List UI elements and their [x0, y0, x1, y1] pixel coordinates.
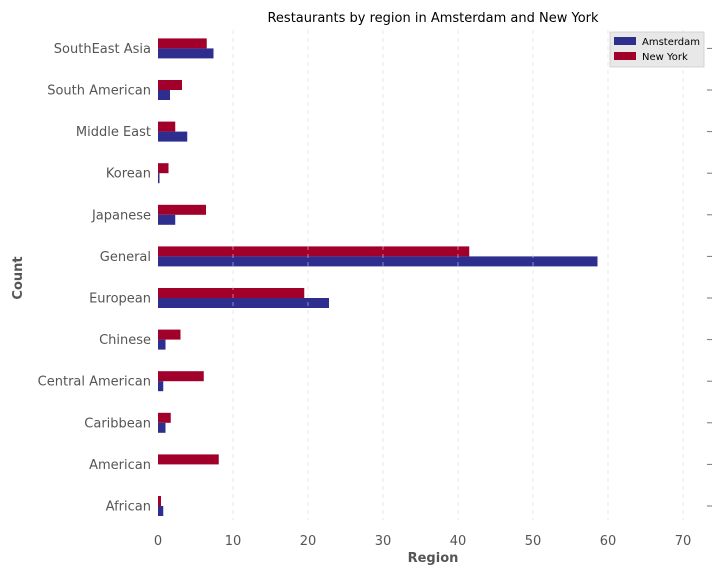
y-tick-label: Middle East [76, 125, 151, 140]
y-tick-label: General [100, 250, 151, 265]
y-tick-label: American [89, 458, 151, 473]
bar-new-york [158, 80, 182, 90]
x-axis-title: Region [408, 551, 459, 566]
axis-ticks: 0 10 20 30 40 50 60 70 African American Caribbean C… [38, 42, 712, 549]
x-tick-label: 0 [154, 534, 162, 549]
bar-new-york [158, 371, 204, 382]
legend-swatch [614, 52, 636, 60]
bar-amsterdam [158, 381, 164, 392]
bar-amsterdam [158, 339, 166, 350]
bar-amsterdam [158, 90, 170, 100]
bar-new-york [158, 38, 207, 49]
bar-new-york [158, 454, 219, 465]
bar-amsterdam [158, 214, 176, 225]
y-tick-label: Central American [38, 375, 151, 390]
y-tick-label: European [89, 292, 151, 307]
bar-new-york [158, 329, 181, 340]
legend: Amsterdam New York [609, 31, 705, 68]
x-tick-label: 30 [375, 534, 392, 549]
x-tick-label: 10 [225, 534, 242, 549]
bar-new-york [158, 288, 305, 298]
y-tick-label: SouthEast Asia [54, 42, 151, 57]
y-tick-label: African [106, 500, 151, 515]
chart-title: Restaurants by region in Amsterdam and N… [267, 11, 599, 26]
bar-amsterdam [158, 506, 164, 516]
y-axis-title: Count [11, 256, 26, 299]
y-tick-label: South American [47, 84, 151, 99]
legend-label: New York [642, 52, 688, 63]
bar-new-york [158, 204, 206, 215]
x-tick-label: 40 [450, 534, 467, 549]
bar-amsterdam [158, 256, 598, 267]
bar-amsterdam [158, 131, 188, 142]
x-tick-label: 20 [300, 534, 317, 549]
x-tick-label: 60 [600, 534, 617, 549]
bars [158, 30, 684, 520]
x-tick-label: 70 [675, 534, 692, 549]
y-tick-label: Caribbean [84, 416, 151, 431]
bar-amsterdam [158, 173, 160, 184]
bar-amsterdam [158, 298, 329, 308]
bar-amsterdam [158, 422, 166, 433]
legend-label: Amsterdam [642, 37, 700, 48]
bar-new-york [158, 121, 176, 132]
bar-new-york [158, 163, 169, 174]
y-tick-label: Chinese [99, 333, 151, 348]
grid [232, 30, 684, 520]
bar-amsterdam [158, 48, 214, 59]
legend-swatch [614, 37, 636, 45]
bar-new-york [158, 412, 171, 423]
x-tick-label: 50 [525, 534, 542, 549]
y-tick-label: Japanese [91, 208, 151, 223]
bar-new-york [158, 246, 470, 257]
y-tick-label: Korean [106, 167, 151, 182]
bar-new-york [158, 496, 161, 506]
